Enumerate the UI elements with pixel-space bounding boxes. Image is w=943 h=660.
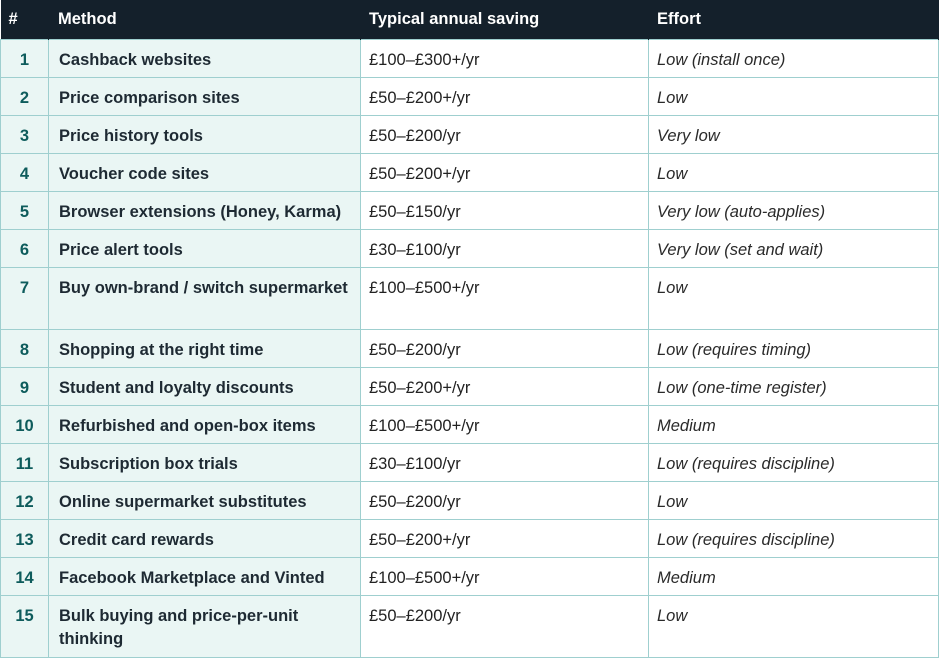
row-method: Price alert tools [48, 228, 361, 268]
table-row: 5 Browser extensions (Honey, Karma) £50–… [0, 190, 939, 230]
row-number: 8 [0, 328, 49, 368]
row-method: Subscription box trials [48, 442, 361, 482]
row-method: Price history tools [48, 114, 361, 154]
row-number: 12 [0, 480, 49, 520]
table-row: 11 Subscription box trials £30–£100/yr L… [0, 442, 939, 482]
row-effort: Low [648, 76, 939, 116]
header-saving: Typical annual saving [360, 0, 649, 39]
row-saving: £50–£200+/yr [360, 518, 649, 558]
row-method: Voucher code sites [48, 152, 361, 192]
row-number: 7 [0, 266, 49, 330]
table-row: 2 Price comparison sites £50–£200+/yr Lo… [0, 76, 939, 116]
row-effort: Low [648, 266, 939, 330]
row-saving: £100–£300+/yr [360, 38, 649, 78]
row-effort: Low [648, 152, 939, 192]
row-number: 14 [0, 556, 49, 596]
row-effort: Low (install once) [648, 38, 939, 78]
table-row: 1 Cashback websites £100–£300+/yr Low (i… [0, 38, 939, 78]
table-row: 14 Facebook Marketplace and Vinted £100–… [0, 556, 939, 596]
table-row: 4 Voucher code sites £50–£200+/yr Low [0, 152, 939, 192]
row-effort: Low [648, 480, 939, 520]
row-saving: £50–£200+/yr [360, 366, 649, 406]
row-method: Shopping at the right time [48, 328, 361, 368]
row-method: Price comparison sites [48, 76, 361, 116]
row-number: 6 [0, 228, 49, 268]
row-effort: Very low [648, 114, 939, 154]
row-method: Online supermarket substitutes [48, 480, 361, 520]
row-saving: £50–£200/yr [360, 594, 649, 658]
row-saving: £50–£200/yr [360, 114, 649, 154]
row-method: Bulk buying and price-per-unit thinking [48, 594, 361, 658]
row-effort: Low (requires timing) [648, 328, 939, 368]
row-number: 4 [0, 152, 49, 192]
row-effort: Very low (auto-applies) [648, 190, 939, 230]
row-method: Facebook Marketplace and Vinted [48, 556, 361, 596]
row-method: Refurbished and open-box items [48, 404, 361, 444]
row-effort: Low (requires discipline) [648, 518, 939, 558]
row-number: 1 [0, 38, 49, 78]
row-saving: £100–£500+/yr [360, 404, 649, 444]
row-number: 5 [0, 190, 49, 230]
row-number: 2 [0, 76, 49, 116]
table-row: 3 Price history tools £50–£200/yr Very l… [0, 114, 939, 154]
row-number: 11 [0, 442, 49, 482]
row-method: Credit card rewards [48, 518, 361, 558]
table-row: 12 Online supermarket substitutes £50–£2… [0, 480, 939, 520]
row-method: Cashback websites [48, 38, 361, 78]
table-row: 10 Refurbished and open-box items £100–£… [0, 404, 939, 444]
row-effort: Low [648, 594, 939, 658]
row-number: 10 [0, 404, 49, 444]
row-saving: £100–£500+/yr [360, 266, 649, 330]
row-effort: Very low (set and wait) [648, 228, 939, 268]
table-row: 6 Price alert tools £30–£100/yr Very low… [0, 228, 939, 268]
row-method: Browser extensions (Honey, Karma) [48, 190, 361, 230]
row-saving: £30–£100/yr [360, 442, 649, 482]
row-saving: £50–£200+/yr [360, 152, 649, 192]
table-header-row: # Method Typical annual saving Effort [0, 0, 939, 39]
row-number: 9 [0, 366, 49, 406]
header-effort: Effort [648, 0, 939, 39]
header-method: Method [48, 0, 361, 39]
table-row: 7 Buy own-brand / switch supermarket £10… [0, 266, 939, 330]
row-saving: £30–£100/yr [360, 228, 649, 268]
row-number: 3 [0, 114, 49, 154]
row-saving: £50–£200/yr [360, 328, 649, 368]
row-saving: £50–£150/yr [360, 190, 649, 230]
header-number: # [0, 0, 49, 39]
row-method: Student and loyalty discounts [48, 366, 361, 406]
row-saving: £50–£200+/yr [360, 76, 649, 116]
row-number: 13 [0, 518, 49, 558]
row-method: Buy own-brand / switch supermarket [48, 266, 361, 330]
row-saving: £50–£200/yr [360, 480, 649, 520]
table-row: 8 Shopping at the right time £50–£200/yr… [0, 328, 939, 368]
table-row: 15 Bulk buying and price-per-unit thinki… [0, 594, 939, 658]
row-effort: Low (requires discipline) [648, 442, 939, 482]
row-effort: Medium [648, 556, 939, 596]
table-row: 13 Credit card rewards £50–£200+/yr Low … [0, 518, 939, 558]
row-effort: Low (one-time register) [648, 366, 939, 406]
table-row: 9 Student and loyalty discounts £50–£200… [0, 366, 939, 406]
row-number: 15 [0, 594, 49, 658]
row-saving: £100–£500+/yr [360, 556, 649, 596]
row-effort: Medium [648, 404, 939, 444]
